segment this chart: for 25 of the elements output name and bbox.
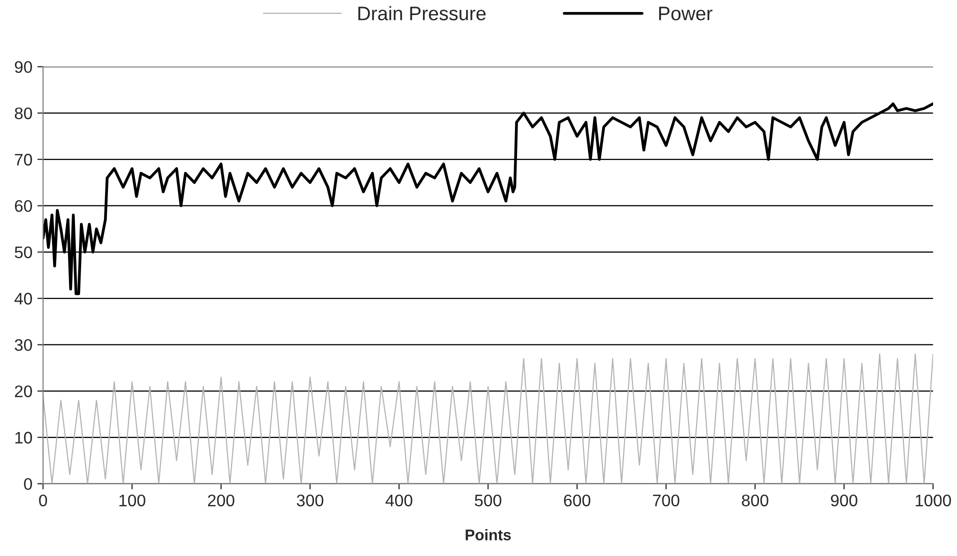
- x-tick-label: 800: [742, 494, 768, 506]
- x-tick-label: 0: [39, 494, 48, 506]
- x-tick-label: 100: [119, 494, 146, 506]
- x-tick-label: 900: [830, 494, 858, 506]
- legend-label: Drain Pressure: [358, 6, 486, 20]
- x-tick-label: 1000: [916, 494, 951, 506]
- y-tick-label: 60: [14, 200, 32, 212]
- y-tick-label: 50: [14, 246, 32, 258]
- line-series: [43, 102, 934, 296]
- y-tick-label: 70: [14, 154, 32, 166]
- legend-label: Power: [659, 6, 712, 20]
- y-tick-label: 10: [15, 432, 32, 444]
- y-tick-label: 80: [14, 107, 32, 120]
- y-tick-label: 40: [14, 292, 32, 305]
- x-axis-title: Points: [466, 529, 511, 540]
- x-tick-label: 400: [386, 494, 412, 506]
- y-tick-label: 20: [14, 385, 32, 398]
- y-tick-label: 0: [24, 478, 32, 490]
- y-tick-label: 90: [14, 61, 32, 73]
- x-tick-label: 200: [208, 494, 234, 506]
- x-tick-label: 700: [653, 494, 680, 506]
- x-tick-label: 600: [564, 494, 590, 506]
- x-tick-label: 300: [296, 494, 324, 506]
- y-tick-label: 30: [14, 339, 32, 351]
- x-tick-label: 500: [474, 494, 502, 506]
